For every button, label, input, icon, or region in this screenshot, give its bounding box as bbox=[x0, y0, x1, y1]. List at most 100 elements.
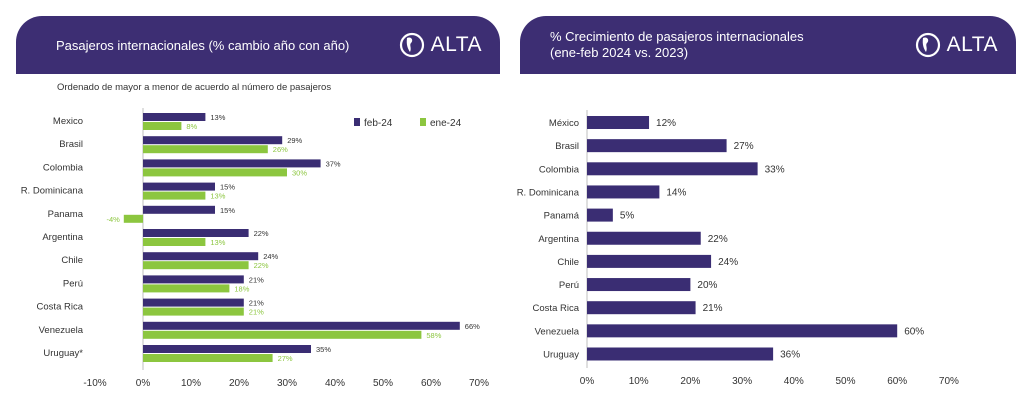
data-label: 15% bbox=[220, 183, 235, 192]
data-label: 27% bbox=[734, 141, 754, 152]
data-label: 13% bbox=[210, 238, 225, 247]
bar-ene-24 bbox=[143, 354, 273, 362]
globe-logo-icon bbox=[915, 32, 940, 58]
x-tick-label: 50% bbox=[835, 376, 855, 387]
data-label: 8% bbox=[186, 122, 197, 131]
bar-ene-24 bbox=[143, 122, 182, 130]
category-label: Costa Rica bbox=[37, 302, 84, 313]
category-label: Venezuela bbox=[535, 326, 580, 337]
data-label: 14% bbox=[666, 187, 686, 198]
x-tick-label: 0% bbox=[136, 378, 151, 389]
data-label: 26% bbox=[273, 145, 288, 154]
left-header-banner: Pasajeros internacionales (% cambio año … bbox=[16, 16, 500, 74]
data-label: 35% bbox=[316, 345, 331, 354]
data-label: 13% bbox=[210, 192, 225, 201]
category-label: R. Dominicana bbox=[517, 187, 580, 198]
bar-growth bbox=[587, 185, 660, 199]
legend-swatch bbox=[420, 118, 426, 126]
data-label: 20% bbox=[697, 280, 717, 291]
bar-feb-24 bbox=[143, 321, 460, 330]
x-tick-label: 70% bbox=[469, 378, 489, 389]
x-tick-label: 30% bbox=[732, 376, 752, 387]
category-label: Chile bbox=[557, 257, 579, 268]
right-bar-chart: México 12% Brasil 27% Colombia 33% R. Dominica… bbox=[517, 110, 959, 387]
alta-logo: ALTA bbox=[915, 29, 998, 61]
bar-ene-24 bbox=[143, 261, 249, 270]
category-label: Costa Rica bbox=[533, 303, 580, 314]
bar-ene-24 bbox=[143, 284, 230, 293]
right-header-title-line1: % Crecimiento de pasajeros internacional… bbox=[550, 29, 804, 44]
bar-growth bbox=[587, 208, 613, 222]
category-label: Uruguay* bbox=[43, 348, 83, 359]
data-label: 15% bbox=[220, 206, 235, 215]
bar-feb-24 bbox=[143, 113, 206, 121]
x-tick-label: 60% bbox=[887, 376, 907, 387]
data-label: 21% bbox=[249, 299, 264, 308]
right-header-title-line2: (ene-feb 2024 vs. 2023) bbox=[550, 45, 689, 60]
category-label: Uruguay bbox=[543, 350, 579, 361]
legend-swatch bbox=[354, 118, 360, 126]
x-tick-label: 40% bbox=[784, 376, 804, 387]
bar-feb-24 bbox=[143, 136, 283, 145]
right-chart-panel: % Crecimiento de pasajeros internacional… bbox=[512, 0, 1024, 409]
data-label: 36% bbox=[780, 350, 800, 361]
bar-feb-24 bbox=[143, 298, 244, 307]
bar-growth bbox=[587, 347, 774, 361]
category-label: Panamá bbox=[544, 211, 580, 222]
bar-growth bbox=[587, 254, 712, 268]
x-tick-label: 30% bbox=[277, 378, 297, 389]
bar-growth bbox=[587, 116, 650, 129]
x-tick-label: 10% bbox=[181, 378, 201, 389]
data-label: 5% bbox=[620, 211, 635, 222]
bar-feb-24 bbox=[143, 345, 311, 353]
category-label: Argentina bbox=[538, 234, 579, 245]
category-label: Perú bbox=[559, 280, 579, 291]
bar-ene-24 bbox=[143, 191, 206, 200]
data-label: 27% bbox=[278, 354, 293, 363]
bar-feb-24 bbox=[143, 182, 215, 191]
bar-growth bbox=[587, 324, 898, 338]
legend-label: feb-24 bbox=[364, 118, 393, 129]
x-tick-label: 50% bbox=[373, 378, 393, 389]
bar-feb-24 bbox=[143, 252, 259, 261]
logo-text: ALTA bbox=[430, 33, 482, 56]
bar-growth bbox=[587, 162, 758, 176]
bar-ene-24 bbox=[123, 214, 143, 223]
x-tick-label: 70% bbox=[939, 376, 959, 387]
bar-ene-24 bbox=[143, 307, 244, 316]
data-label: 13% bbox=[210, 113, 225, 122]
bar-growth bbox=[587, 301, 696, 315]
data-label: 22% bbox=[254, 261, 269, 270]
data-label: 21% bbox=[249, 308, 264, 317]
bar-ene-24 bbox=[143, 168, 287, 177]
bar-feb-24 bbox=[143, 159, 321, 168]
alta-logo: ALTA bbox=[399, 29, 482, 61]
data-label: 21% bbox=[703, 303, 723, 314]
bar-ene-24 bbox=[143, 330, 422, 339]
logo-text: ALTA bbox=[946, 33, 998, 56]
bar-ene-24 bbox=[143, 145, 268, 154]
category-label: Brasil bbox=[59, 139, 83, 150]
data-label: 22% bbox=[254, 229, 269, 238]
bar-feb-24 bbox=[143, 205, 215, 214]
category-label: Brasil bbox=[555, 141, 579, 152]
category-label: Panama bbox=[48, 209, 84, 220]
x-tick-label: 40% bbox=[325, 378, 345, 389]
left-chart-panel: Pasajeros internacionales (% cambio año … bbox=[16, 16, 500, 389]
left-bar-chart: Mexico 13% 8% Brasil 29%26% Colombia 37% 30% R. … bbox=[21, 108, 489, 389]
data-label: 33% bbox=[765, 164, 785, 175]
bar-ene-24 bbox=[143, 238, 206, 246]
legend-label: ene-24 bbox=[430, 118, 462, 129]
category-label: Mexico bbox=[53, 116, 83, 127]
bar-feb-24 bbox=[143, 229, 249, 237]
right-header-title: % Crecimiento de pasajeros internacional… bbox=[550, 29, 804, 61]
x-tick-label: 60% bbox=[421, 378, 441, 389]
category-label: Perú bbox=[63, 278, 83, 289]
category-label: Colombia bbox=[43, 162, 84, 173]
data-label: 58% bbox=[426, 331, 441, 340]
x-tick-label: 20% bbox=[229, 378, 249, 389]
globe-logo-icon bbox=[399, 32, 424, 58]
data-label: 24% bbox=[263, 252, 278, 261]
right-header-banner: % Crecimiento de pasajeros internacional… bbox=[520, 16, 1016, 74]
chart-subtitle: Ordenado de mayor a menor de acuerdo al … bbox=[57, 82, 332, 93]
